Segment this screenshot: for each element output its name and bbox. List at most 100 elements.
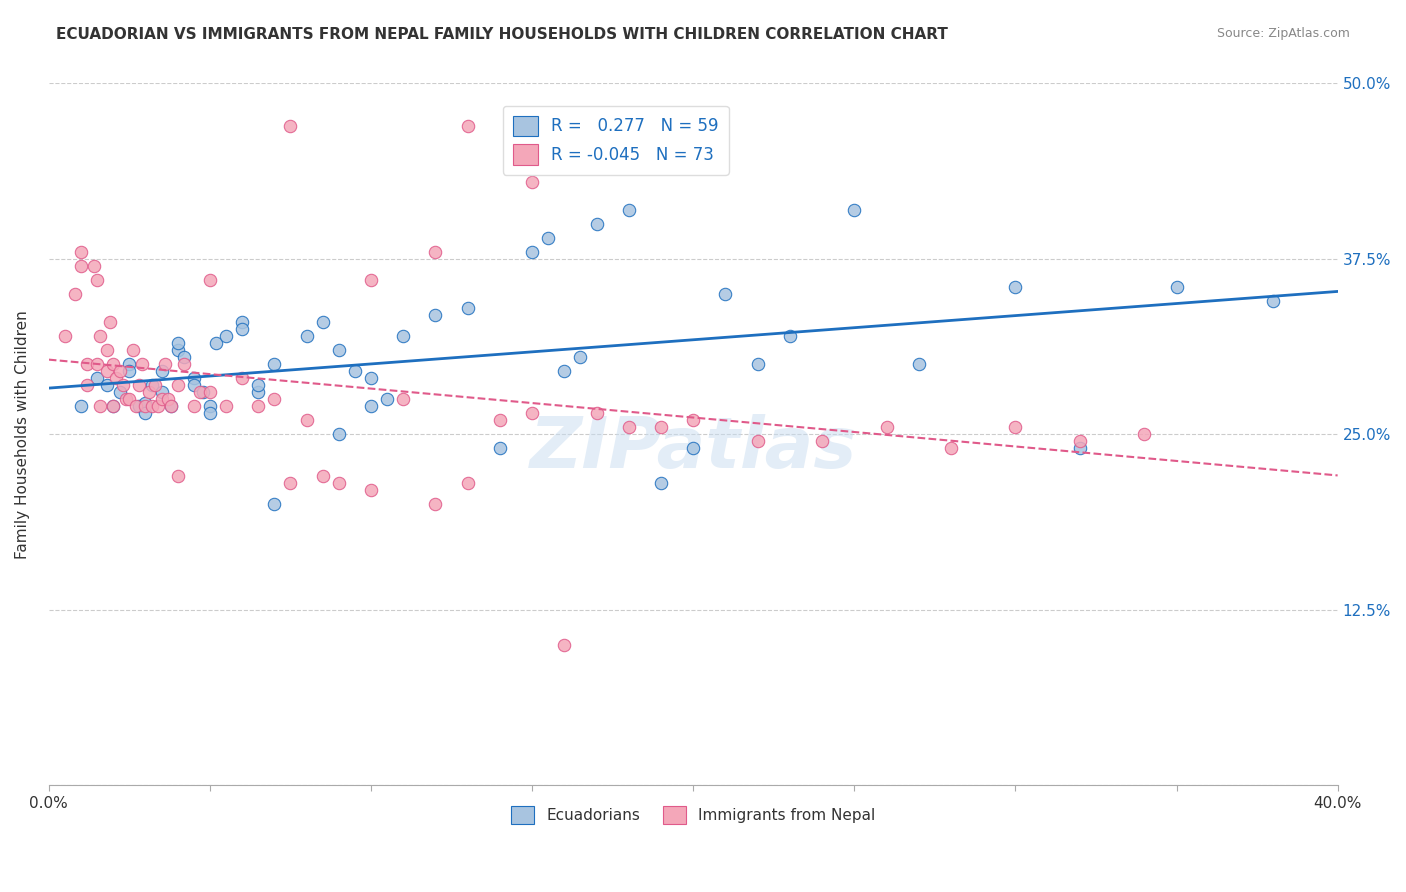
- Point: [173, 357, 195, 371]
- Point: [134, 406, 156, 420]
- Point: [553, 364, 575, 378]
- Point: [150, 385, 173, 400]
- Point: [520, 175, 543, 189]
- Point: [457, 119, 479, 133]
- Point: [714, 287, 737, 301]
- Point: [141, 399, 163, 413]
- Point: [83, 259, 105, 273]
- Point: [96, 343, 118, 357]
- Point: [183, 371, 205, 385]
- Point: [76, 357, 98, 371]
- Point: [489, 442, 512, 456]
- Point: [115, 392, 138, 407]
- Point: [108, 385, 131, 400]
- Point: [166, 336, 188, 351]
- Point: [118, 364, 141, 378]
- Point: [105, 371, 128, 385]
- Point: [939, 442, 962, 456]
- Point: [148, 399, 170, 413]
- Text: ZIPatlas: ZIPatlas: [530, 414, 856, 483]
- Point: [70, 399, 93, 413]
- Point: [121, 343, 143, 357]
- Point: [153, 357, 176, 371]
- Point: [70, 259, 93, 273]
- Point: [650, 476, 672, 491]
- Point: [360, 371, 382, 385]
- Point: [215, 329, 238, 343]
- Point: [160, 399, 183, 413]
- Point: [280, 119, 302, 133]
- Point: [263, 392, 285, 407]
- Point: [425, 244, 447, 259]
- Point: [96, 378, 118, 392]
- Point: [247, 378, 270, 392]
- Point: [682, 442, 704, 456]
- Point: [128, 399, 150, 413]
- Point: [876, 420, 898, 434]
- Point: [231, 322, 253, 336]
- Point: [173, 350, 195, 364]
- Point: [457, 476, 479, 491]
- Point: [682, 413, 704, 427]
- Point: [76, 378, 98, 392]
- Point: [70, 244, 93, 259]
- Point: [907, 357, 929, 371]
- Point: [98, 315, 121, 329]
- Point: [150, 364, 173, 378]
- Point: [63, 287, 86, 301]
- Point: [150, 392, 173, 407]
- Point: [1263, 293, 1285, 308]
- Point: [311, 469, 333, 483]
- Point: [198, 399, 221, 413]
- Point: [844, 202, 866, 217]
- Point: [231, 371, 253, 385]
- Point: [295, 329, 318, 343]
- Point: [489, 413, 512, 427]
- Point: [1004, 420, 1026, 434]
- Point: [425, 308, 447, 322]
- Point: [1133, 427, 1156, 442]
- Point: [86, 357, 108, 371]
- Point: [103, 357, 125, 371]
- Point: [457, 301, 479, 315]
- Point: [215, 399, 238, 413]
- Point: [328, 476, 350, 491]
- Point: [585, 217, 607, 231]
- Legend: Ecuadorians, Immigrants from Nepal: Ecuadorians, Immigrants from Nepal: [502, 797, 884, 834]
- Point: [328, 427, 350, 442]
- Point: [156, 392, 179, 407]
- Point: [520, 406, 543, 420]
- Point: [183, 378, 205, 392]
- Point: [747, 357, 769, 371]
- Point: [617, 420, 640, 434]
- Point: [553, 638, 575, 652]
- Point: [134, 399, 156, 413]
- Point: [247, 385, 270, 400]
- Point: [53, 329, 76, 343]
- Point: [569, 350, 592, 364]
- Point: [198, 273, 221, 287]
- Point: [166, 343, 188, 357]
- Point: [143, 378, 166, 392]
- Point: [134, 396, 156, 410]
- Point: [392, 329, 415, 343]
- Point: [198, 385, 221, 400]
- Point: [141, 378, 163, 392]
- Point: [111, 378, 134, 392]
- Point: [360, 273, 382, 287]
- Point: [520, 244, 543, 259]
- Point: [1069, 434, 1091, 449]
- Point: [160, 399, 183, 413]
- Point: [89, 329, 111, 343]
- Point: [138, 385, 160, 400]
- Point: [343, 364, 366, 378]
- Point: [188, 385, 211, 400]
- Point: [103, 399, 125, 413]
- Y-axis label: Family Households with Children: Family Households with Children: [15, 310, 30, 558]
- Point: [425, 498, 447, 512]
- Point: [193, 385, 215, 400]
- Point: [585, 406, 607, 420]
- Point: [198, 406, 221, 420]
- Point: [360, 483, 382, 498]
- Point: [328, 343, 350, 357]
